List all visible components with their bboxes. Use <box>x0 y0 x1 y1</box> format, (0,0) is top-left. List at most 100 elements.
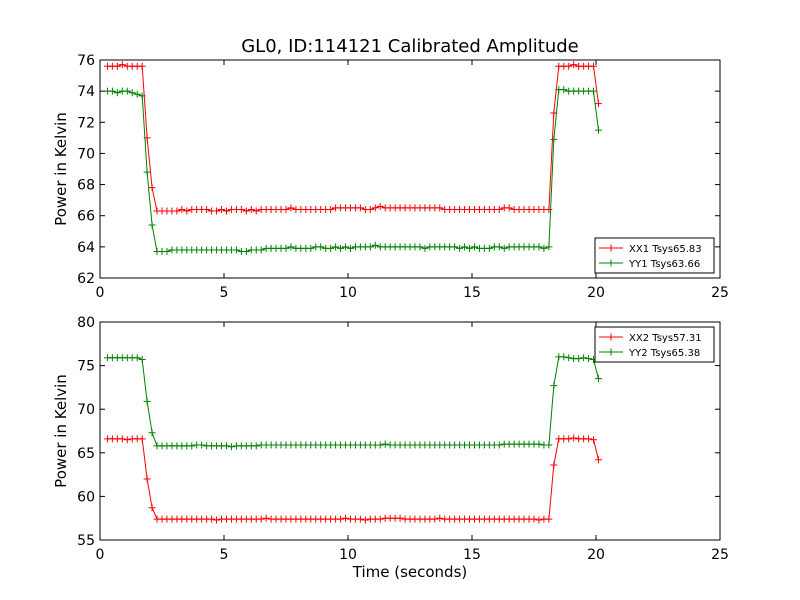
data-point <box>565 354 573 362</box>
data-point <box>590 87 598 95</box>
x-tick-label: 0 <box>96 547 105 563</box>
data-point <box>242 207 250 215</box>
x-tick-label: 5 <box>220 547 229 563</box>
x-tick-label: 20 <box>587 285 605 301</box>
data-point <box>183 207 191 215</box>
data-point <box>123 87 131 95</box>
data-point <box>470 243 478 251</box>
y-tick-label: 72 <box>77 115 95 131</box>
data-point <box>173 207 181 215</box>
data-point <box>143 168 151 176</box>
legend-marker <box>607 259 615 267</box>
series-line <box>107 356 599 448</box>
data-point <box>456 244 464 252</box>
data-point <box>495 441 503 449</box>
data-point <box>257 246 265 254</box>
data-point <box>431 515 439 523</box>
data-point <box>148 504 156 512</box>
data-point <box>376 515 384 523</box>
y-tick-label: 55 <box>77 533 95 549</box>
data-point <box>327 244 335 252</box>
legend-label: YY1 Tsys63.66 <box>628 259 700 270</box>
data-point <box>594 375 602 383</box>
series-line <box>107 437 599 521</box>
data-point <box>545 441 553 449</box>
data-point <box>252 442 260 450</box>
data-point <box>178 205 186 213</box>
legend-label: YY2 Tsys65.38 <box>628 348 700 359</box>
data-point <box>337 515 345 523</box>
data-point <box>550 461 558 469</box>
series-line <box>107 89 599 252</box>
data-point <box>585 355 593 363</box>
y-tick-label: 75 <box>77 359 95 375</box>
data-point <box>148 429 156 437</box>
data-point <box>247 205 255 213</box>
data-point <box>108 87 116 95</box>
data-point <box>500 244 508 252</box>
data-point <box>545 243 553 251</box>
data-point <box>565 62 573 70</box>
y-tick-label: 62 <box>77 271 95 287</box>
data-point <box>594 126 602 134</box>
y-tick-label: 65 <box>77 446 95 462</box>
data-point <box>585 435 593 443</box>
data-point <box>436 204 444 212</box>
legend-box <box>594 237 715 274</box>
data-point <box>213 207 221 215</box>
data-point <box>346 244 354 252</box>
y-tick-label: 70 <box>77 146 95 162</box>
y-tick-label: 74 <box>77 84 95 100</box>
data-point <box>421 244 429 252</box>
legend-marker <box>607 333 615 341</box>
data-point <box>118 61 126 69</box>
data-point <box>143 397 151 405</box>
data-point <box>361 516 369 524</box>
data-point <box>133 354 141 362</box>
data-point <box>570 434 578 442</box>
chart-panel-2: 0 5 10 15 20 25 55 60 65 70 75 80 Power in Kelvin Tim… <box>52 315 729 581</box>
x-tick-label: 0 <box>96 285 105 301</box>
x-tick-label: 25 <box>711 285 729 301</box>
data-point <box>356 204 364 212</box>
data-point <box>550 135 558 143</box>
data-point <box>356 515 364 523</box>
y-tick-label: 80 <box>77 315 95 331</box>
data-point <box>381 440 389 448</box>
data-point <box>451 243 459 251</box>
data-point <box>113 89 121 97</box>
data-point <box>138 435 146 443</box>
data-point <box>535 516 543 524</box>
data-point <box>282 205 290 213</box>
data-point <box>317 243 325 251</box>
x-tick-label: 5 <box>220 285 229 301</box>
data-point <box>575 355 583 363</box>
data-point <box>560 86 568 94</box>
y-tick-label: 76 <box>77 53 95 69</box>
series-xx-1 <box>103 61 602 215</box>
data-point <box>128 89 136 97</box>
data-point <box>366 205 374 213</box>
y-axis-label: Power in Kelvin <box>52 374 70 488</box>
data-point <box>545 515 553 523</box>
data-point <box>396 514 404 522</box>
data-point <box>287 243 295 251</box>
legend-marker <box>607 244 615 252</box>
data-point <box>535 243 543 251</box>
x-tick-label: 10 <box>339 547 357 563</box>
data-point <box>376 441 384 449</box>
data-point <box>485 244 493 252</box>
data-point <box>242 248 250 256</box>
legend: XX2 Tsys57.31 YY2 Tsys65.38 <box>594 326 715 363</box>
y-tick-label: 66 <box>77 209 95 225</box>
data-point <box>282 244 290 252</box>
x-tick-label: 25 <box>711 547 729 563</box>
data-point <box>113 62 121 70</box>
x-axis-label: Time (seconds) <box>352 563 468 581</box>
legend: XX1 Tsys65.83 YY1 Tsys63.66 <box>594 237 715 274</box>
data-point <box>143 475 151 483</box>
data-point <box>495 205 503 213</box>
data-point <box>118 435 126 443</box>
data-point <box>148 184 156 192</box>
